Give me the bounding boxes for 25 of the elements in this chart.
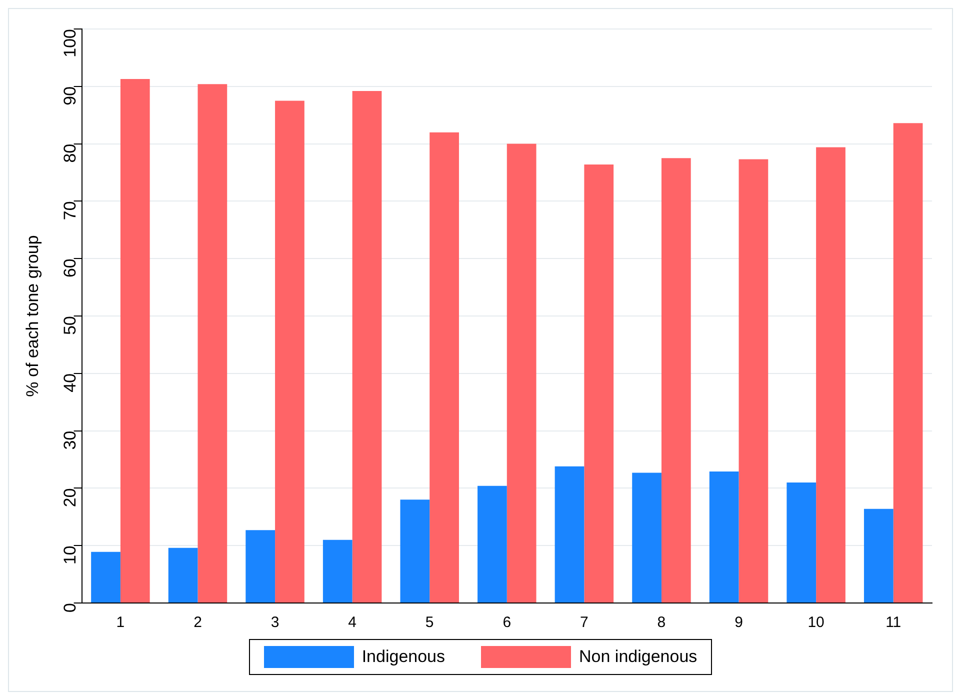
y-tick-label: 10	[60, 546, 80, 565]
x-tick-label: 10	[808, 614, 824, 632]
x-tick-label: 6	[502, 614, 512, 632]
y-tick-label: 50	[60, 316, 80, 335]
x-tick-label: 7	[580, 614, 588, 632]
y-tick-label: 20	[60, 488, 80, 508]
x-tick-label: 5	[425, 614, 434, 632]
y-tick-label: 70	[60, 201, 80, 220]
y-tick-label: 60	[60, 258, 80, 278]
y-tick-label: 30	[60, 430, 80, 450]
x-tick-label: 3	[270, 614, 280, 632]
x-tick-label: 9	[734, 614, 743, 632]
y-tick-label: 40	[60, 373, 80, 392]
y-axis-title: % of each tone group	[22, 235, 42, 397]
y-tick-label: 100	[60, 29, 80, 58]
text: Indigenous	[362, 647, 446, 667]
y-tick-label: 0	[60, 603, 80, 612]
x-tick-label: 2	[194, 614, 202, 632]
x-tick-label: 8	[657, 614, 666, 632]
x-tick-label: 11	[886, 614, 902, 632]
y-tick-label: 80	[60, 144, 80, 163]
text: Non indigenous	[579, 647, 698, 667]
x-tick-label: 1	[116, 614, 125, 632]
y-tick-label: 90	[60, 86, 80, 106]
x-tick-label: 4	[348, 614, 356, 632]
